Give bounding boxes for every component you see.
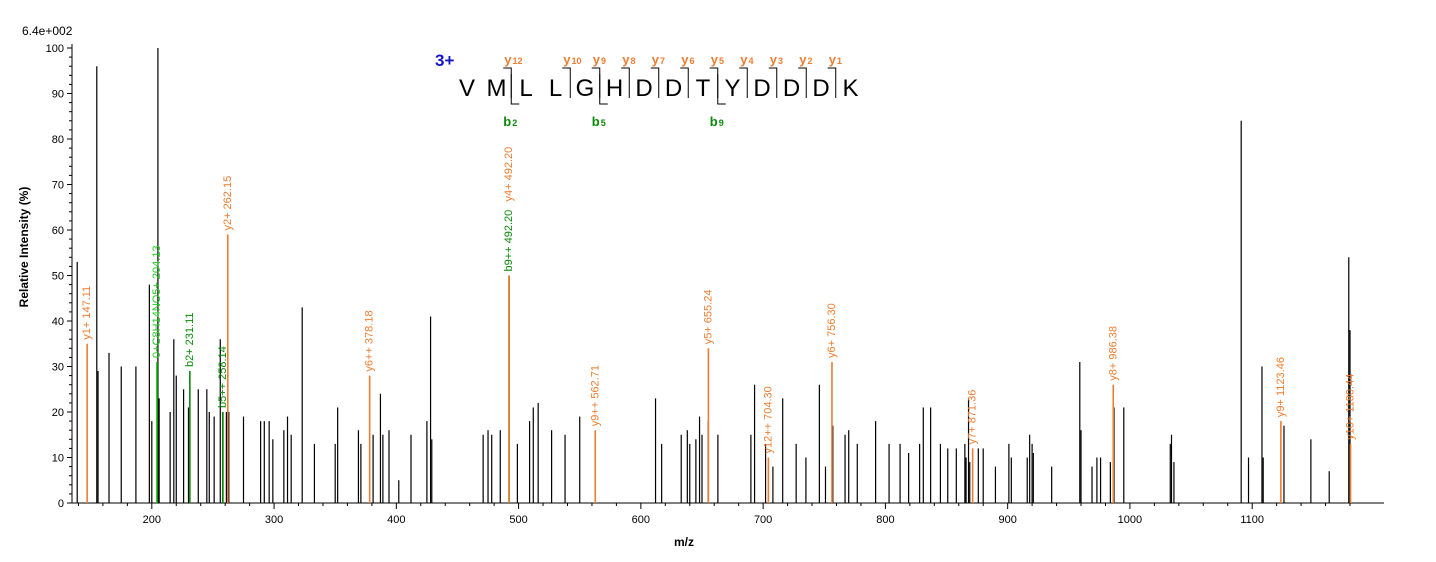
peak-label: 0+C8H14NO5+ 204.13	[151, 245, 163, 358]
residue: T	[696, 75, 711, 102]
y-ion-bracket	[680, 67, 689, 98]
y-tick-label: 90	[52, 89, 64, 101]
b-ion-label: b2	[503, 114, 517, 129]
residue: L	[519, 75, 532, 102]
y-ion-bracket	[709, 67, 719, 98]
y-ion-label: y2	[799, 52, 812, 67]
peak-label: y2+ 262.15	[222, 176, 234, 231]
peaks	[76, 48, 1352, 503]
residue: D	[665, 75, 682, 102]
y-tick-label: 100	[46, 43, 64, 55]
residue: D	[812, 75, 829, 102]
y-tick-label: 30	[52, 362, 64, 374]
x-tick-label: 300	[265, 514, 283, 526]
x-tick-label: 200	[143, 514, 161, 526]
y-ion-bracket	[739, 67, 748, 98]
x-tick-label: 900	[998, 514, 1016, 526]
y-axis-title: Relative Intensity (%)	[17, 187, 31, 308]
y-ion-label: y4	[740, 52, 753, 67]
y-tick-label: 0	[58, 498, 64, 510]
x-tick-label: 500	[509, 514, 527, 526]
y-ion-bracket	[798, 67, 807, 98]
y-tick-label: 50	[52, 271, 64, 283]
y-tick-label: 60	[52, 225, 64, 237]
x-tick-label: 600	[632, 514, 650, 526]
y-ion-bracket	[768, 67, 778, 98]
peak-label: y1+ 147.11	[81, 286, 93, 340]
charge-state: 3+	[435, 51, 454, 70]
y-tick-label: 40	[52, 316, 64, 328]
y-tick-label: 20	[52, 407, 64, 419]
x-tick-label: 400	[387, 514, 405, 526]
intensity-scale-label: 6.4e+002	[22, 24, 73, 38]
b-ion-bracket	[599, 74, 608, 105]
residue: M	[487, 75, 507, 102]
peak-annotations: y1+ 147.11 0+C8H14NO5+ 204.13 b2+ 231.11 b5…	[81, 147, 1356, 454]
y-ion-label: y1	[829, 52, 842, 67]
residue: D	[753, 75, 770, 102]
residue: K	[842, 75, 858, 102]
residue: Y	[724, 75, 740, 102]
y-tick-label: 70	[52, 180, 64, 192]
peak-label: y7+ 871.36	[967, 390, 979, 445]
y-tick-label: 10	[52, 453, 64, 465]
b-ion-label: b9	[710, 114, 724, 129]
residue: D	[635, 75, 652, 102]
y-ion-label: y8	[622, 52, 635, 67]
y-ion-label: y7	[652, 52, 665, 67]
peak-label: y12++ 704.30	[762, 386, 774, 453]
peak-label: b5++ 258.14	[217, 346, 229, 408]
x-tick-label: 1000	[1118, 514, 1142, 526]
b-ion-bracket	[510, 74, 520, 105]
peak-label: y6+ 756.30	[826, 303, 838, 358]
residue: H	[606, 75, 623, 102]
y-ion-label: y10	[563, 52, 581, 67]
peak-label: y6++ 378.18	[364, 310, 376, 371]
y-tick-label: 80	[52, 134, 64, 146]
residue: D	[783, 75, 800, 102]
peak-label: b2+ 231.11	[184, 313, 196, 368]
y-ion-label: y3	[770, 52, 783, 67]
b-ion-bracket	[717, 74, 726, 105]
x-tick-label: 700	[754, 514, 772, 526]
x-tick-label: 1100	[1240, 514, 1264, 526]
y-ion-bracket	[562, 67, 571, 98]
x-axis-title: m/z	[674, 535, 694, 549]
peak-label: y9++ 562.71	[589, 365, 601, 426]
peak-label: y8+ 986.38	[1107, 326, 1119, 381]
y-ion-label: y12	[504, 52, 522, 67]
residue: G	[576, 75, 595, 102]
y-ion-bracket	[621, 67, 630, 98]
y-ion-label: y9	[593, 52, 606, 67]
peak-label: y5+ 655.24	[702, 290, 714, 345]
x-tick-label: 800	[876, 514, 894, 526]
y-ion-label: y5	[711, 52, 724, 67]
peak-label: y4+ 492.20	[503, 147, 515, 202]
y-ion-bracket	[650, 67, 660, 98]
residue: V	[459, 75, 475, 102]
y-ion-label: y6	[681, 52, 694, 67]
residue: L	[549, 75, 562, 102]
b-ion-label: b5	[592, 114, 606, 129]
peak-label: y9+ 1123.46	[1275, 357, 1287, 417]
y-ion-bracket	[827, 67, 837, 98]
peak-label: b9++ 492.20	[503, 210, 515, 272]
peak-label: y10+ 1180.44	[1345, 374, 1357, 440]
